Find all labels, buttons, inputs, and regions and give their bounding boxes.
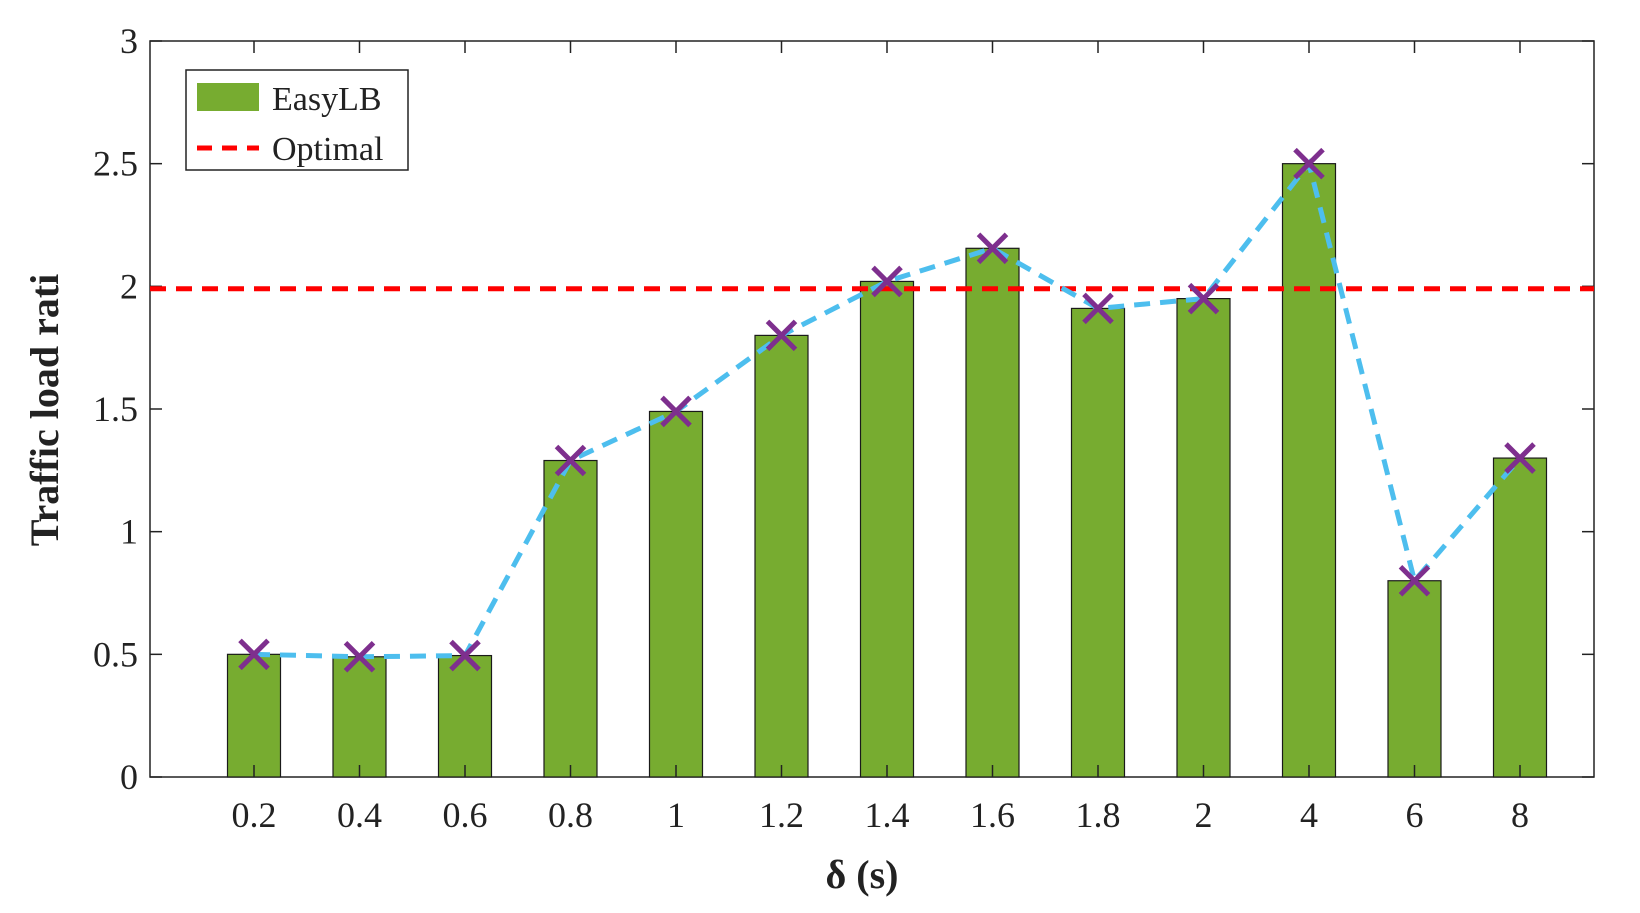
marker-stroke	[449, 639, 481, 672]
y-tick-label: 0.5	[93, 634, 138, 674]
point-marker-1.2	[765, 319, 798, 352]
marker-stroke	[554, 444, 587, 477]
bar-2	[1176, 298, 1231, 778]
x-tick-label: 2	[1195, 795, 1213, 835]
marker-stroke	[871, 265, 903, 298]
bar-1	[648, 410, 704, 778]
legend-label-optimal: Optimal	[272, 131, 383, 168]
plot-area: 0 0.5 1 1.5 2 2.5 3 0.2 0.4 0.6 0.8 1 1.2 1.4 1.6 1.8 2 4…	[93, 21, 1595, 835]
bar-6	[1387, 580, 1442, 778]
x-tick-label: 0.6	[443, 795, 488, 835]
marker-stroke	[343, 641, 376, 673]
bar-0.8	[543, 459, 598, 778]
bar-1.8	[1070, 307, 1126, 778]
x-tick-label: 1.6	[970, 795, 1015, 835]
point-marker-0.4	[343, 641, 376, 673]
point-marker-0.2	[238, 638, 270, 671]
x-tick-label: 8	[1511, 795, 1529, 835]
bar-1.6	[965, 247, 1020, 778]
x-tick-label: 0.4	[337, 795, 382, 835]
x-tick-label: 1.2	[759, 795, 804, 835]
marker-stroke	[1293, 147, 1325, 180]
point-marker-8	[1504, 442, 1536, 474]
x-tick-label: 1.4	[865, 795, 910, 835]
point-marker-0.8	[554, 444, 587, 477]
marker-stroke	[1504, 442, 1536, 474]
marker-stroke	[1398, 564, 1431, 597]
y-tick-label: 0	[120, 757, 138, 797]
legend: EasyLB Optimal	[185, 69, 409, 171]
x-tick-label: 1	[667, 795, 685, 835]
bar-1.4	[859, 280, 915, 778]
bar-0.2	[226, 653, 282, 778]
x-tick-label: 1.8	[1076, 795, 1121, 835]
bar-8	[1492, 457, 1548, 778]
bar-0.4	[332, 656, 387, 778]
point-marker-4	[1293, 147, 1325, 180]
marker-stroke	[660, 395, 692, 428]
point-marker-2	[1187, 282, 1220, 315]
y-tick-label: 2	[120, 266, 138, 306]
y-tick-label: 3	[120, 21, 138, 61]
marker-stroke	[765, 319, 798, 352]
x-tick-label: 6	[1406, 795, 1424, 835]
bar-4	[1281, 163, 1337, 778]
point-marker-1.8	[1082, 292, 1114, 325]
x-tick-label: 4	[1300, 795, 1318, 835]
y-tick-label: 2.5	[93, 144, 138, 184]
marker-stroke	[238, 638, 270, 671]
bar-1.2	[754, 334, 809, 778]
point-marker-0.6	[449, 639, 481, 672]
marker-stroke	[976, 232, 1009, 265]
y-axis-title: Traffic load rati	[22, 274, 67, 547]
x-tick-label: 0.8	[548, 795, 593, 835]
legend-label-easylb: EasyLB	[272, 81, 382, 118]
point-marker-6	[1398, 564, 1431, 597]
bar-0.6	[437, 654, 493, 778]
point-marker-1.6	[976, 232, 1009, 265]
y-tick-label: 1	[120, 512, 138, 552]
legend-swatch-easylb	[197, 83, 259, 111]
x-axis-title: δ (s)	[826, 852, 899, 897]
y-tick-label: 1.5	[93, 389, 138, 429]
point-marker-1.4	[871, 265, 903, 298]
marker-stroke	[1082, 292, 1114, 325]
marker-stroke	[1187, 282, 1220, 315]
x-tick-label: 0.2	[232, 795, 277, 835]
point-marker-1	[660, 395, 692, 428]
